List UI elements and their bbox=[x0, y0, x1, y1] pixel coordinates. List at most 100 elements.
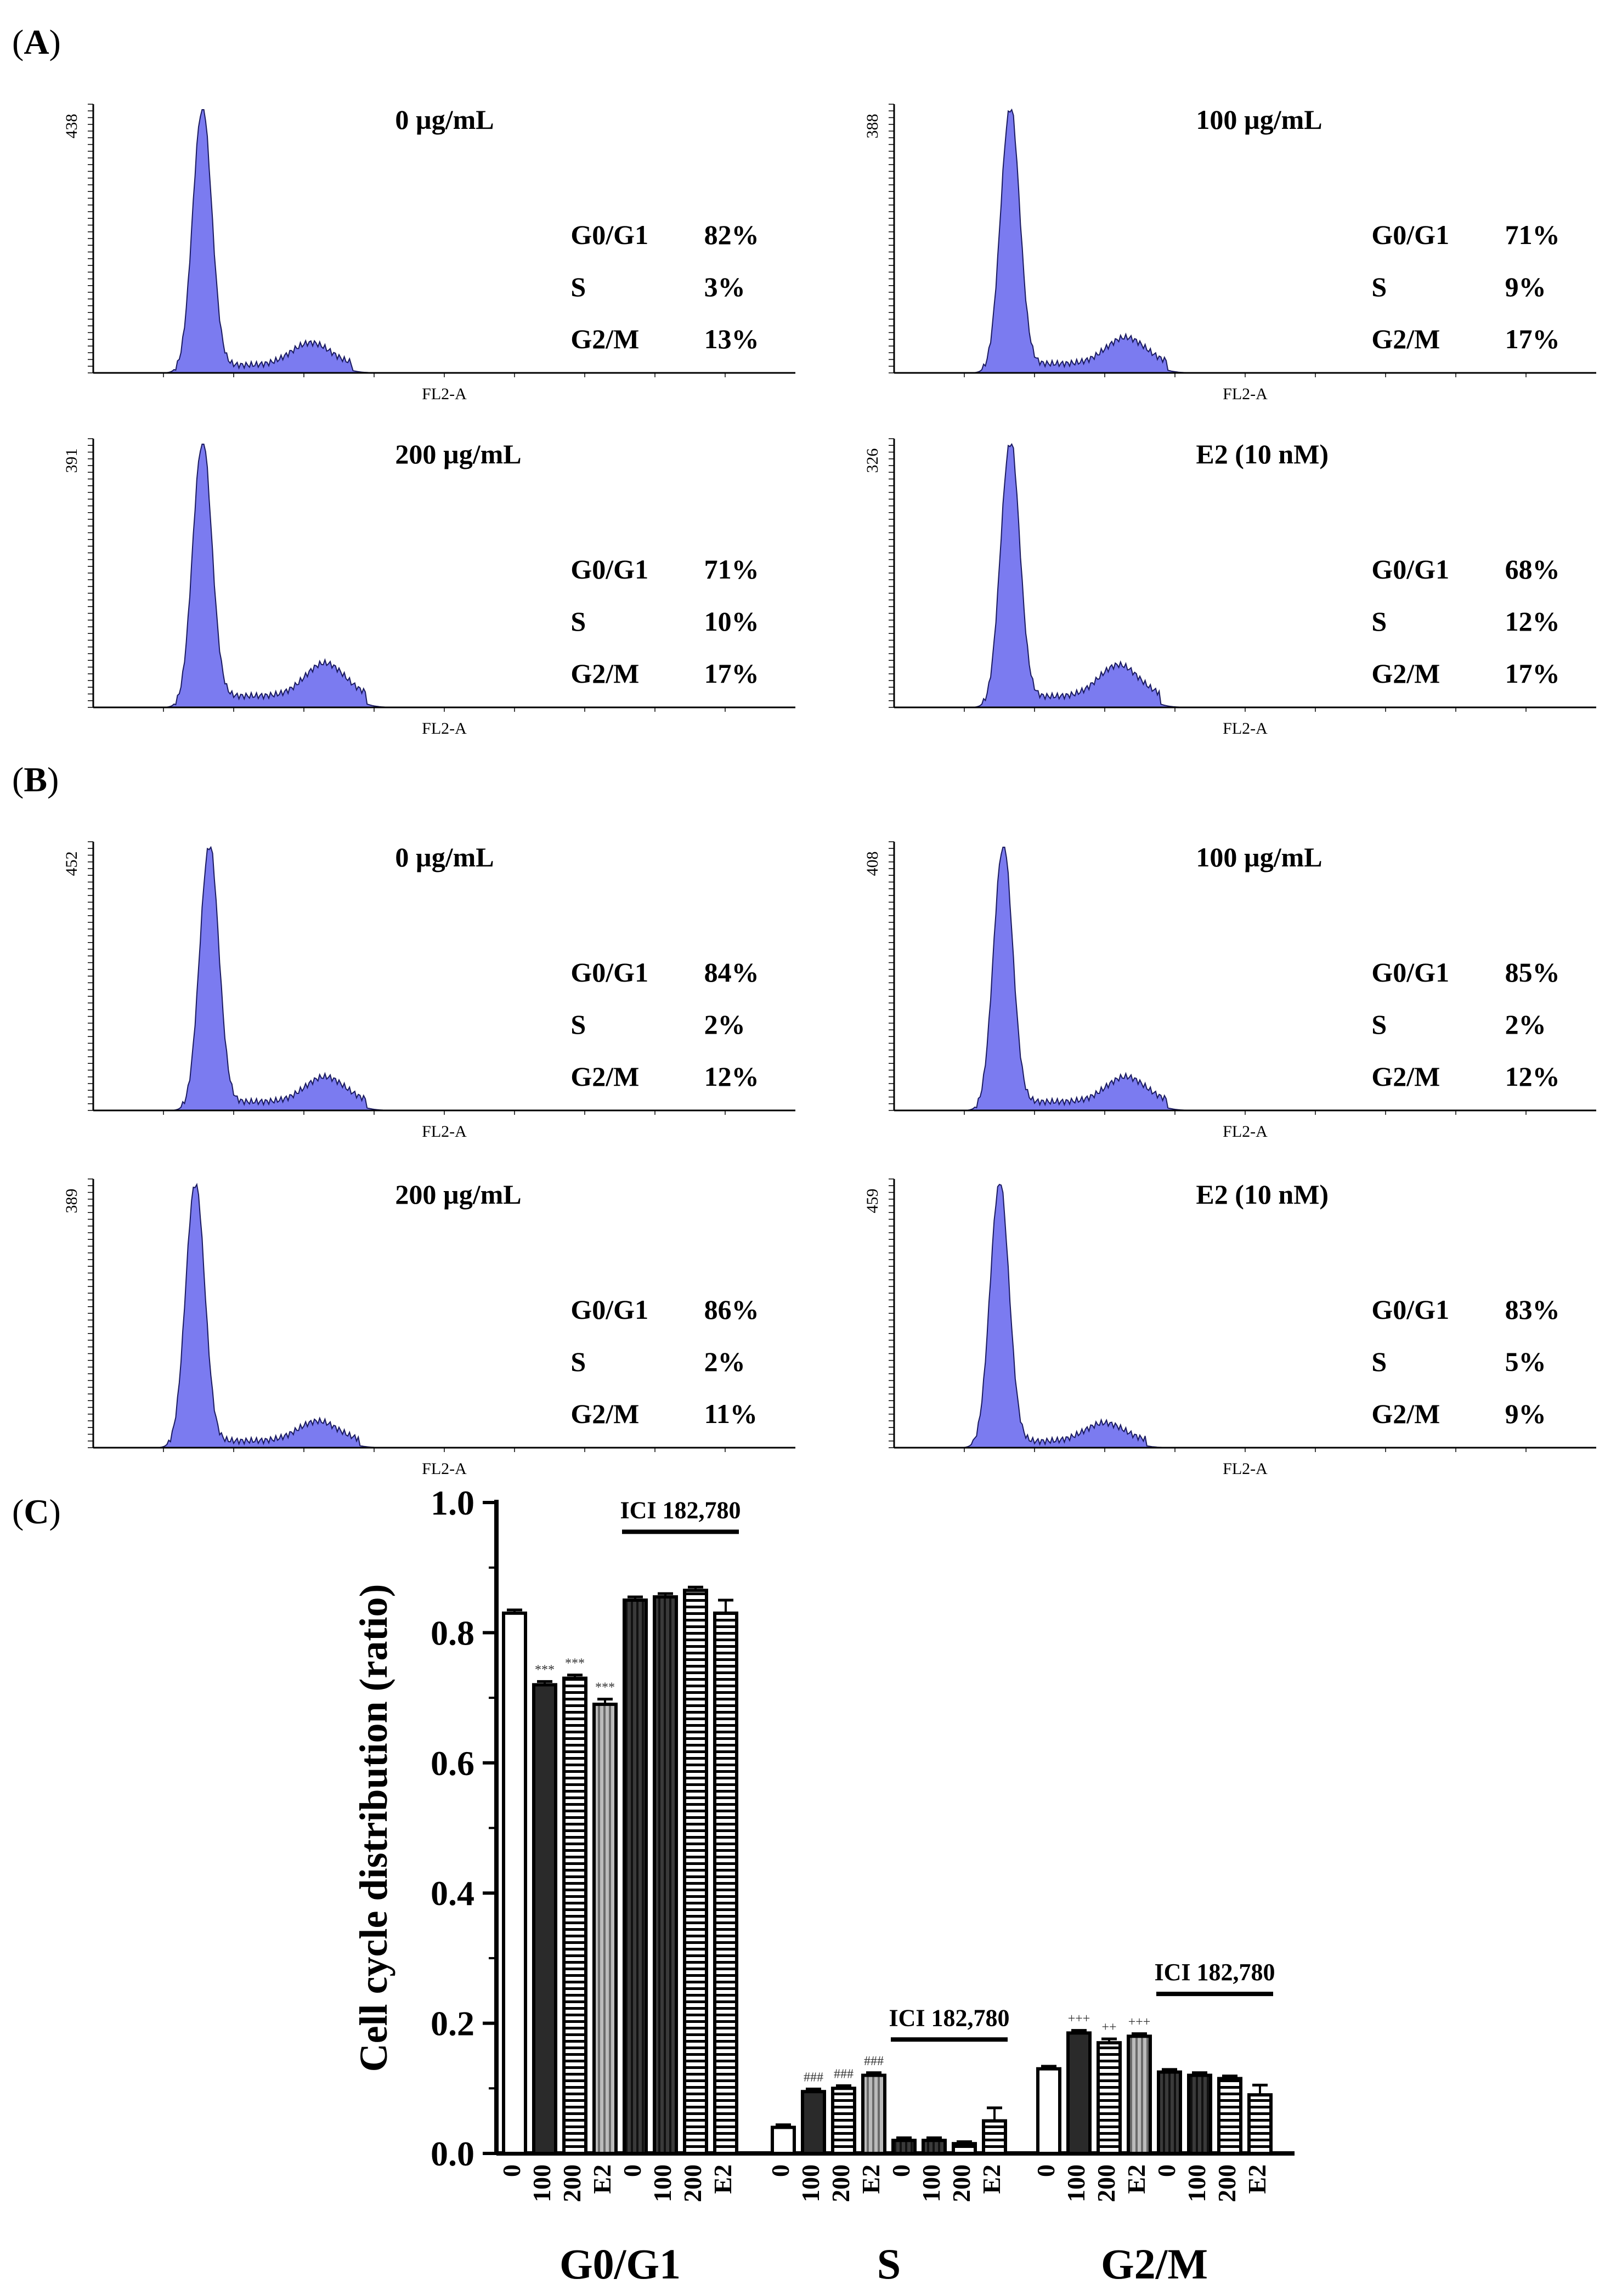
bar bbox=[623, 1598, 648, 2156]
bar-category-label: E2 bbox=[977, 2164, 1005, 2194]
y-max-label: 408 bbox=[863, 852, 881, 876]
x-axis-label: FL2-A bbox=[1223, 1460, 1268, 1478]
phase-label: G0/G1 bbox=[1371, 554, 1449, 585]
phase-label: G0/G1 bbox=[570, 1294, 648, 1325]
phase-percent: 12% bbox=[1505, 1061, 1560, 1092]
phase-label: G2/M bbox=[1371, 658, 1440, 689]
phase-percent: 83% bbox=[1505, 1294, 1560, 1325]
bar bbox=[592, 1702, 618, 2155]
significance-label: ++ bbox=[1101, 2020, 1116, 2034]
bar bbox=[1097, 2041, 1122, 2155]
bar-category-label: 200 bbox=[827, 2164, 855, 2202]
histogram-title: E2 (10 nM) bbox=[1196, 1179, 1329, 1210]
significance-label: +++ bbox=[1068, 2012, 1090, 2026]
bar-y-tick-label: 1.0 bbox=[431, 1483, 474, 1522]
histogram-title: 100 µg/mL bbox=[1196, 842, 1322, 872]
phase-label: S bbox=[1371, 606, 1387, 637]
bar-chart: 0.0 0.2 0.4 0.6 0.8 1.0 Cell cycle distributio… bbox=[352, 1483, 1295, 2288]
bar-category-label: 100 bbox=[1183, 2164, 1211, 2202]
panel-label-c: (C) bbox=[12, 1492, 61, 1531]
significance-label: +++ bbox=[1128, 2015, 1151, 2029]
bar-category-label: 0 bbox=[498, 2164, 525, 2177]
bar bbox=[532, 1683, 557, 2156]
histogram-area bbox=[894, 847, 1596, 1111]
phase-percent: 85% bbox=[1505, 957, 1560, 988]
ici-bracket-label: ICI 182,780 bbox=[620, 1496, 741, 1523]
bar bbox=[771, 2125, 796, 2156]
phase-label: S bbox=[570, 1009, 586, 1040]
y-max-label: 391 bbox=[63, 449, 81, 473]
bar bbox=[982, 2119, 1007, 2155]
histogram-area bbox=[93, 109, 795, 373]
significance-label: ### bbox=[804, 2070, 823, 2084]
significance-label: ### bbox=[834, 2067, 854, 2082]
bar bbox=[1187, 2073, 1212, 2156]
bar bbox=[861, 2073, 886, 2156]
phase-percent: 17% bbox=[1505, 658, 1560, 689]
significance-label: *** bbox=[535, 1663, 555, 1677]
phase-label: S bbox=[1371, 271, 1387, 302]
histogram-layer: 438 FL2-A 0 µg/mL G0/G1 82% S 3% G2/M 13% 388 FL2-… bbox=[63, 104, 1596, 1478]
phase-percent: 12% bbox=[704, 1061, 759, 1092]
bar-y-axis-label: Cell cycle distribution (ratio) bbox=[352, 1584, 395, 2072]
bar bbox=[831, 2087, 856, 2156]
bar bbox=[1217, 2077, 1242, 2156]
histogram-area bbox=[93, 1183, 795, 1448]
x-axis-label: FL2-A bbox=[422, 1123, 467, 1141]
bar bbox=[683, 1589, 708, 2156]
histogram-area bbox=[93, 846, 795, 1111]
x-axis-label: FL2-A bbox=[422, 1460, 467, 1478]
significance-label: *** bbox=[565, 1657, 585, 1671]
y-max-label: 452 bbox=[63, 852, 81, 876]
y-max-label: 326 bbox=[863, 449, 881, 473]
bar-category-label: 200 bbox=[558, 2164, 586, 2202]
ici-bracket-label: ICI 182,780 bbox=[1154, 1959, 1275, 1986]
histogram-area bbox=[93, 444, 795, 708]
histogram-title: 200 µg/mL bbox=[395, 439, 521, 469]
histogram-area bbox=[894, 1183, 1596, 1448]
phase-label: S bbox=[1371, 1009, 1387, 1040]
bar-category-label: 0 bbox=[1032, 2164, 1060, 2177]
y-max-label: 389 bbox=[63, 1189, 81, 1214]
phase-percent: 68% bbox=[1505, 554, 1560, 585]
phase-percent: 9% bbox=[1505, 271, 1546, 302]
bar-category-label: 0 bbox=[766, 2164, 794, 2177]
bar bbox=[653, 1595, 678, 2155]
bar-category-label: E2 bbox=[1122, 2164, 1150, 2194]
phase-percent: 84% bbox=[704, 957, 759, 988]
histogram-6: 389 FL2-A 200 µg/mL G0/G1 86% S 2% G2/M 11% bbox=[63, 1178, 795, 1478]
bar-category-label: 0 bbox=[1152, 2164, 1180, 2177]
x-axis-label: FL2-A bbox=[1223, 1123, 1268, 1141]
phase-percent: 2% bbox=[704, 1009, 745, 1040]
y-max-label: 388 bbox=[863, 114, 881, 139]
phase-percent: 82% bbox=[704, 219, 759, 250]
significance-label: *** bbox=[595, 1680, 615, 1694]
phase-label: S bbox=[570, 1346, 586, 1377]
bar-category-label: E2 bbox=[709, 2164, 737, 2194]
bar bbox=[1036, 2067, 1061, 2155]
bar bbox=[952, 2142, 977, 2156]
phase-label: G2/M bbox=[570, 1398, 639, 1429]
bar-y-tick-label: 0.0 bbox=[431, 2134, 474, 2173]
significance-label: ### bbox=[864, 2054, 884, 2068]
phase-percent: 13% bbox=[704, 324, 759, 354]
bar-category-label: 100 bbox=[1062, 2164, 1090, 2202]
bar bbox=[801, 2090, 826, 2156]
bar-category-label: 0 bbox=[618, 2164, 646, 2177]
phase-label: G2/M bbox=[1371, 1398, 1440, 1429]
x-axis-label: FL2-A bbox=[422, 719, 467, 738]
bar-y-tick-label: 0.6 bbox=[431, 1744, 474, 1783]
bar-category-label: 200 bbox=[679, 2164, 707, 2202]
x-axis-label: FL2-A bbox=[422, 385, 467, 403]
histogram-7: 459 FL2-A E2 (10 nM) G0/G1 83% S 5% G2/M 9% bbox=[863, 1178, 1596, 1478]
phase-percent: 2% bbox=[704, 1346, 745, 1377]
bar bbox=[502, 1611, 527, 2156]
bar-category-label: 100 bbox=[528, 2164, 556, 2202]
histogram-0: 438 FL2-A 0 µg/mL G0/G1 82% S 3% G2/M 13% bbox=[63, 104, 795, 403]
phase-percent: 10% bbox=[704, 606, 759, 637]
bar-category-label: 200 bbox=[947, 2164, 975, 2202]
phase-label: G0/G1 bbox=[1371, 957, 1449, 988]
phase-label: G2/M bbox=[570, 324, 639, 354]
phase-percent: 17% bbox=[704, 658, 759, 689]
phase-percent: 71% bbox=[704, 554, 759, 585]
